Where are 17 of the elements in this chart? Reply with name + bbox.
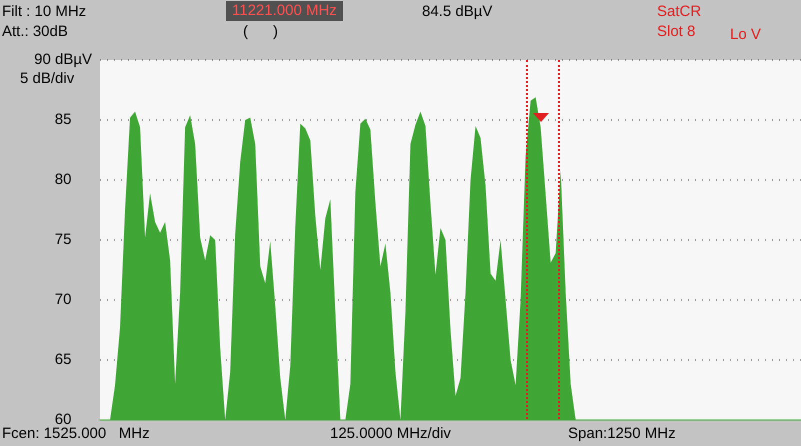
text: Att.: 30dB [2, 23, 68, 41]
text: SatCR [657, 3, 702, 21]
y-tick-label: 80 [54, 171, 72, 188]
text: 125.0000 MHz/div [330, 425, 451, 443]
text: 11221.000 MHz [226, 1, 343, 21]
y-tick-label: 65 [54, 351, 72, 368]
y-tick-label: 90 dBµV [34, 51, 92, 68]
text: Span:1250 MHz [568, 425, 676, 443]
y-axis-title: 5 dB/div [20, 70, 74, 88]
text: 84.5 dBµV [422, 3, 492, 21]
text: Filt : 10 MHz [2, 3, 86, 21]
text: ( ) [243, 23, 278, 41]
y-tick-label: 70 [54, 291, 72, 308]
y-tick-label: 85 [54, 111, 72, 128]
text: Lo V [730, 26, 761, 44]
text: Slot 8 [657, 23, 696, 41]
y-tick-label: 75 [54, 231, 72, 248]
